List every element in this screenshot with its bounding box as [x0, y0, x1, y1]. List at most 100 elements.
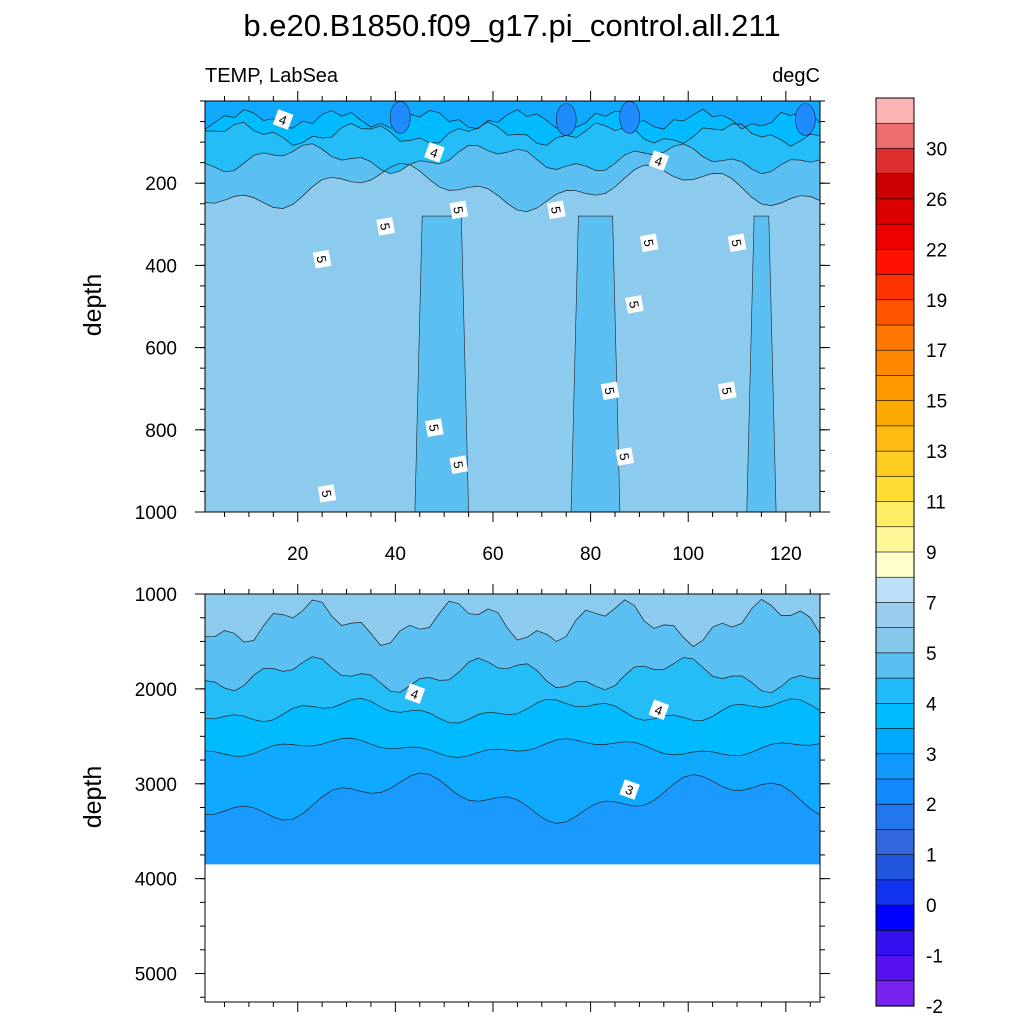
colorbar-swatch [875, 476, 915, 503]
upper-contour-label-text: 5 [314, 254, 330, 264]
lower-y-tick-label: 5000 [135, 965, 177, 986]
upper-contour-label: 5 [625, 295, 644, 314]
upper-contour-label-text: 5 [626, 300, 642, 310]
upper-contour-label-box [449, 455, 469, 474]
upper-contour-label-box [639, 233, 659, 253]
colorbar-swatch [875, 803, 915, 831]
upper-contour-label-text: 4 [428, 145, 440, 162]
colorbar-swatch [875, 677, 915, 704]
lower-contour-label: 4 [648, 699, 670, 721]
upper-band-5-5.5 [205, 101, 820, 512]
upper-contour-label-box [625, 295, 644, 314]
colorbar-swatch [875, 400, 915, 427]
colorbar-swatch [875, 526, 915, 553]
upper-contour-label-box [424, 142, 445, 163]
upper-contour-label-text: 5 [602, 386, 618, 396]
lower-contour-line [205, 697, 820, 724]
colorbar-label: 17 [926, 341, 947, 362]
upper-x-tick-label: 120 [770, 544, 802, 565]
upper-y-tick-label: 400 [145, 256, 177, 277]
upper-contour-label: 5 [449, 200, 469, 220]
upper-contour-label-box [615, 447, 635, 466]
colorbar-swatch [875, 450, 915, 477]
colorbar-label: 15 [926, 392, 947, 413]
upper-x-tick-label: 20 [287, 544, 308, 565]
upper-x-tick-label: 100 [672, 544, 704, 565]
colorbar-label: 13 [926, 442, 947, 463]
lower-y-tick-label: 2000 [135, 680, 177, 701]
upper-contour-label-box [272, 109, 294, 130]
lower-y-tick-label: 1000 [135, 585, 177, 606]
upper-contour-label-text: 5 [616, 452, 632, 462]
colorbar-swatch [875, 753, 915, 780]
upper-contour-label: 5 [449, 455, 469, 474]
colorbar-label: 9 [926, 543, 937, 564]
left-string: TEMP, LabSea [205, 65, 339, 87]
colorbar-swatch [875, 551, 915, 578]
colorbar-swatch [875, 501, 915, 528]
upper-contour-label: 5 [639, 233, 659, 253]
upper-contour-label: 4 [648, 150, 670, 171]
colorbar-label: 7 [926, 593, 937, 614]
lower-contour-line [205, 772, 820, 824]
colorbar-label: -2 [926, 997, 943, 1018]
colorbar-swatch [875, 173, 915, 200]
lower-contour-label-box [619, 779, 640, 800]
upper-contour-label: 5 [718, 381, 737, 401]
colorbar-label: 30 [926, 139, 947, 160]
upper-contour-label: 4 [272, 109, 294, 130]
lower-y-axis-label: depth [79, 766, 107, 829]
upper-contour-line [205, 162, 820, 213]
lower-contour-line [205, 598, 820, 647]
chart-title: b.e20.B1850.f09_g17.pi_control.all.211 [243, 8, 780, 43]
lower-frame [204, 593, 821, 1003]
colorbar-swatch [875, 930, 915, 957]
upper-contour-fill [205, 101, 820, 512]
lower-contour-line [205, 656, 820, 694]
colorbar-swatch [875, 148, 915, 175]
upper-contour-label: 5 [317, 484, 337, 503]
colorbar-label: 1 [926, 846, 937, 867]
lower-contour-label-text: 3 [623, 782, 635, 799]
lower-band-5-5.5 [205, 594, 820, 647]
colorbar-swatch [875, 223, 915, 250]
colorbar-label: 0 [926, 896, 937, 917]
upper-contour-line [205, 121, 820, 147]
lower-contour-label: 3 [619, 779, 640, 800]
upper-contour-line [205, 143, 820, 175]
colorbar-swatch [875, 602, 915, 629]
upper-contour-label-box [718, 381, 737, 401]
lower-contour-label-text: 4 [409, 686, 421, 703]
colorbar-label: 26 [926, 190, 947, 211]
upper-contour-label-text: 5 [548, 205, 564, 215]
upper-column-4.5-5 [570, 215, 621, 512]
colorbar-swatch [875, 274, 915, 301]
colorbar-swatch [875, 198, 915, 225]
colorbar-swatch [875, 955, 915, 982]
upper-contour-label-text: 5 [728, 238, 744, 248]
upper-contour-line [205, 108, 820, 130]
colorbar-label: -1 [926, 947, 943, 968]
upper-panel: 4 4 4 5 5 5 5 5 5 5 5 5 5 5 5 5 200 400 600 800 1000 20 40 60 80… [135, 91, 830, 565]
colorbar-swatch [875, 854, 915, 881]
upper-contour-label: 5 [600, 381, 620, 401]
upper-y-axis-label: depth [79, 274, 107, 337]
upper-cold-patch [389, 101, 411, 134]
colorbar-label: 2 [926, 795, 937, 816]
lower-contour-label-box [648, 699, 670, 721]
upper-contour-label-text: 5 [450, 205, 466, 215]
upper-cold-patch [795, 103, 816, 136]
colorbar-swatch [875, 652, 915, 679]
upper-y-tick-label: 1000 [135, 503, 177, 524]
colorbar-swatch [875, 97, 915, 124]
colorbar-label: 19 [926, 291, 947, 312]
upper-contour-label: 5 [376, 217, 395, 236]
colorbar-swatch [875, 324, 915, 351]
upper-contour-label-box [648, 150, 670, 171]
upper-x-tick-label: 40 [385, 544, 406, 565]
colorbar-swatch [875, 703, 915, 730]
upper-x-tick-label: 60 [482, 544, 503, 565]
colorbar-label: 3 [926, 745, 937, 766]
upper-y-tick-label: 200 [145, 174, 177, 195]
